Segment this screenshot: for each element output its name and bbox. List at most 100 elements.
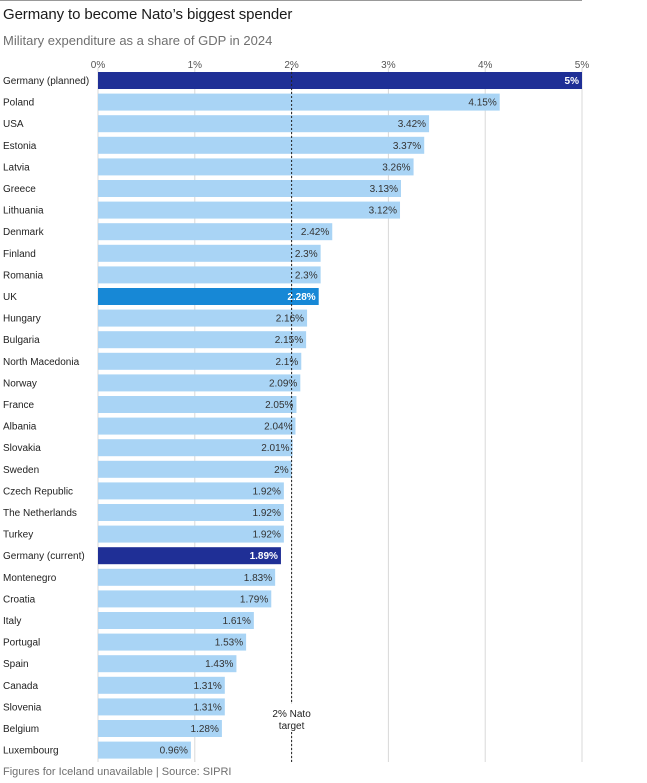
bar <box>98 201 401 219</box>
category-label: Romania <box>3 270 43 281</box>
x-tick-label: 2% <box>284 60 299 71</box>
bar <box>98 676 225 694</box>
source-note: Figures for Iceland unavailable | Source… <box>3 766 232 778</box>
value-label: 3.26% <box>382 162 410 173</box>
category-label: Albania <box>3 422 37 433</box>
bar <box>98 352 302 370</box>
category-label: Norway <box>3 378 37 389</box>
bar <box>98 633 247 651</box>
category-label: Czech Republic <box>3 486 73 497</box>
bar <box>98 136 425 154</box>
category-label: UK <box>3 292 17 303</box>
value-label: 2.3% <box>295 270 318 281</box>
bar <box>98 244 321 262</box>
bar <box>98 158 414 176</box>
x-tick-label: 3% <box>381 60 396 71</box>
category-label: Montenegro <box>3 573 57 584</box>
value-label: 2% <box>274 465 289 476</box>
bar <box>98 439 293 457</box>
value-label: 1.28% <box>191 724 219 735</box>
category-label: Canada <box>3 681 38 692</box>
value-label: 5% <box>565 76 580 87</box>
bar <box>98 698 225 716</box>
bar <box>98 115 430 133</box>
value-label: 2.16% <box>276 314 304 325</box>
category-label: Finland <box>3 249 36 260</box>
nato-target-label-bg <box>265 704 318 732</box>
value-label: 1.53% <box>215 638 243 649</box>
value-label: 1.83% <box>244 573 272 584</box>
value-label: 2.3% <box>295 249 318 260</box>
x-tick-label: 0% <box>91 60 106 71</box>
value-label: 3.12% <box>369 206 397 217</box>
value-label: 1.43% <box>205 659 233 670</box>
category-label: Slovakia <box>3 443 41 454</box>
bar <box>98 417 296 435</box>
bar <box>98 223 333 241</box>
category-label: USA <box>3 119 24 130</box>
category-label: Greece <box>3 184 36 195</box>
value-label: 1.92% <box>252 508 280 519</box>
x-tick-label: 5% <box>575 60 590 71</box>
value-label: 1.92% <box>252 486 280 497</box>
bar <box>98 309 308 327</box>
bar <box>98 504 284 521</box>
value-label: 3.42% <box>398 119 426 130</box>
category-label: France <box>3 400 35 411</box>
bar <box>98 741 191 759</box>
top-rule <box>0 0 582 1</box>
category-label: Germany (planned) <box>3 76 89 87</box>
x-tick-label: 1% <box>188 60 203 71</box>
category-label: Germany (current) <box>3 551 85 562</box>
bar <box>98 266 321 284</box>
bar <box>98 655 237 673</box>
bar <box>98 460 292 478</box>
value-label: 1.31% <box>193 681 221 692</box>
category-label: Sweden <box>3 465 39 476</box>
bar <box>98 612 254 629</box>
category-label: Croatia <box>3 594 36 605</box>
value-label: 2.05% <box>265 400 293 411</box>
value-label: 2.01% <box>261 443 289 454</box>
category-label: Bulgaria <box>3 335 40 346</box>
bar <box>98 590 272 608</box>
bar <box>98 482 284 500</box>
category-label: North Macedonia <box>3 357 80 368</box>
category-label: Estonia <box>3 141 37 152</box>
value-label: 1.89% <box>250 551 278 562</box>
category-label: Turkey <box>3 530 33 541</box>
value-label: 2.15% <box>275 335 303 346</box>
bar <box>98 547 281 565</box>
bar <box>98 525 284 543</box>
category-label: Luxembourg <box>3 746 59 757</box>
nato-target-label: 2% Nato <box>272 709 311 720</box>
category-label: Hungary <box>3 314 41 325</box>
value-label: 2.1% <box>275 357 298 368</box>
category-label: Poland <box>3 98 34 109</box>
category-label: Portugal <box>3 638 40 649</box>
x-tick-label: 4% <box>478 60 493 71</box>
category-label: Italy <box>3 616 21 627</box>
category-label: The Netherlands <box>3 508 77 519</box>
value-label: 3.13% <box>370 184 398 195</box>
bar <box>98 568 276 586</box>
category-label: Denmark <box>3 227 45 238</box>
chart-title: Germany to become Nato’s biggest spender <box>3 6 293 23</box>
bar <box>98 72 582 89</box>
bar <box>98 180 401 197</box>
value-label: 2.42% <box>301 227 329 238</box>
value-label: 2.28% <box>287 292 315 303</box>
category-label: Lithuania <box>3 206 44 217</box>
value-label: 2.09% <box>269 378 297 389</box>
nato-target-label: target <box>279 721 305 732</box>
bar <box>98 331 307 349</box>
value-label: 1.31% <box>193 702 221 713</box>
bar <box>98 288 319 305</box>
value-label: 0.96% <box>160 746 188 757</box>
bar <box>98 396 297 413</box>
chart-subtitle: Military expenditure as a share of GDP i… <box>3 33 273 48</box>
value-label: 1.79% <box>240 594 268 605</box>
value-label: 1.61% <box>222 616 250 627</box>
bar <box>98 93 500 111</box>
